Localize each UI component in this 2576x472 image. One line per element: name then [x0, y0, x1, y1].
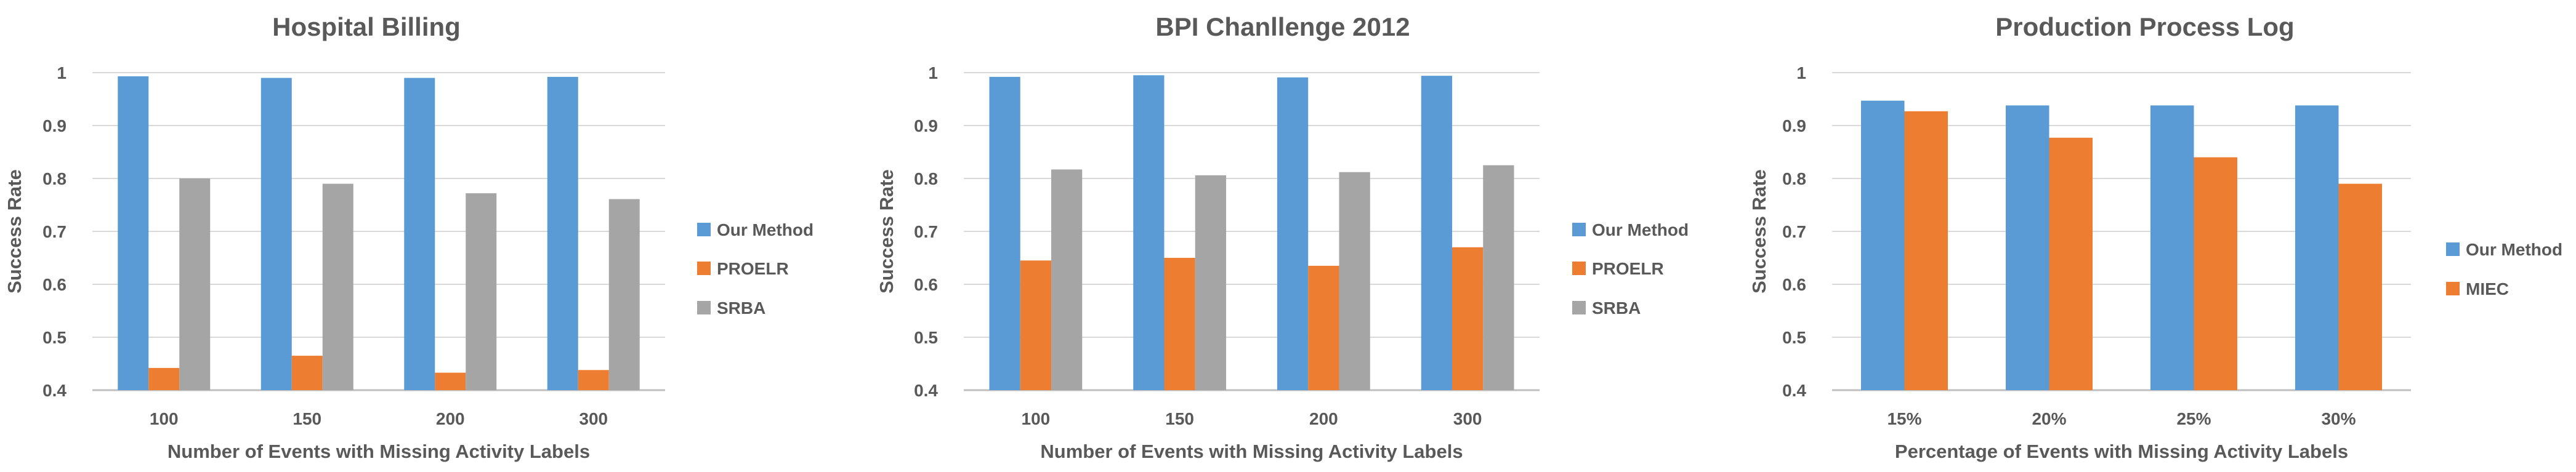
x-tick-label: 30% [2321, 409, 2356, 428]
legend-entry: MIEC [2466, 279, 2509, 298]
legend-swatch [1572, 223, 1586, 236]
chart-production-process-log: Production Process Log 0.4 0.5 0.6 0.7 0.8 0.9… [1748, 12, 2562, 462]
y-tick-label: 0.7 [914, 222, 938, 241]
bar [1051, 169, 1083, 390]
legend-entry: Our Method [2466, 240, 2562, 259]
legend-entry: Our Method [1592, 220, 1689, 239]
y-axis-label: Success Rate [876, 169, 897, 294]
legend-swatch [1572, 301, 1586, 314]
bar [2194, 157, 2237, 390]
y-tick-label: 0.6 [1782, 275, 1806, 294]
bar [989, 76, 1020, 390]
bar [260, 78, 292, 390]
legend-entry: PROELR [717, 259, 789, 278]
bar [2338, 183, 2382, 390]
bar [578, 370, 609, 390]
chart-hospital-billing: Hospital Billing 0.4 0.5 0.6 0.7 0.8 0.9 1 100 15… [4, 12, 814, 462]
bar [179, 178, 211, 390]
bar [118, 76, 149, 391]
bar [2006, 105, 2049, 390]
x-axis-label: Number of Events with Missing Activity L… [168, 441, 590, 462]
y-tick-label: 0.9 [914, 116, 938, 135]
bar [322, 183, 353, 390]
legend-swatch [697, 223, 711, 236]
y-tick-label: 0.7 [1782, 222, 1806, 241]
bar [2049, 137, 2093, 390]
y-tick-label: 0.7 [42, 222, 67, 241]
legend-swatch [2446, 282, 2460, 295]
bar [1483, 165, 1514, 390]
x-tick-label: 25% [2176, 409, 2211, 428]
bar [608, 199, 640, 390]
y-tick-label: 0.5 [42, 328, 67, 347]
bar [1308, 265, 1339, 390]
bar [404, 78, 435, 390]
bar [1020, 260, 1052, 390]
x-tick-label: 20% [2032, 409, 2066, 428]
bar [1277, 77, 1309, 391]
bar [435, 372, 466, 390]
bar [1339, 172, 1370, 390]
legend-entry: Our Method [717, 220, 814, 239]
bar [2295, 105, 2339, 390]
y-tick-label: 0.4 [42, 381, 67, 400]
bar [547, 76, 578, 390]
legend-entry: SRBA [717, 298, 765, 318]
bar [291, 356, 323, 390]
x-tick-label: 100 [1022, 409, 1051, 428]
y-tick-label: 0.9 [42, 116, 67, 135]
bar [1164, 258, 1195, 390]
y-axis-label: Success Rate [1748, 169, 1770, 294]
x-tick-label: 200 [436, 409, 465, 428]
bar [1452, 247, 1484, 390]
legend-swatch [697, 301, 711, 314]
y-axis-label: Success Rate [4, 169, 25, 294]
y-tick-label: 0.4 [1782, 381, 1806, 400]
bar [2150, 105, 2194, 390]
y-tick-label: 0.8 [1782, 169, 1806, 188]
y-tick-label: 0.9 [1782, 116, 1806, 135]
bar [1133, 75, 1165, 391]
x-tick-label: 15% [1887, 409, 1921, 428]
x-tick-label: 150 [293, 409, 321, 428]
x-tick-label: 300 [1453, 409, 1482, 428]
x-tick-label: 150 [1165, 409, 1194, 428]
y-tick-label: 1 [928, 63, 938, 82]
y-tick-label: 0.4 [914, 381, 938, 400]
x-tick-label: 300 [579, 409, 608, 428]
y-tick-label: 1 [57, 63, 67, 82]
bar [1861, 100, 1905, 390]
chart-title: Production Process Log [1995, 12, 2294, 41]
bar [1904, 111, 1948, 390]
y-tick-label: 1 [1796, 63, 1806, 82]
y-tick-label: 0.8 [914, 169, 938, 188]
legend-swatch [697, 262, 711, 275]
x-axis-label: Number of Events with Missing Activity L… [1040, 441, 1463, 462]
bar [148, 367, 180, 390]
x-tick-label: 200 [1309, 409, 1338, 428]
chart-title: BPI Chanllenge 2012 [1155, 12, 1410, 41]
y-tick-label: 0.6 [914, 275, 938, 294]
legend-entry: SRBA [1592, 298, 1641, 318]
legend-swatch [2446, 242, 2460, 256]
y-tick-label: 0.5 [914, 328, 938, 347]
bar [1421, 76, 1452, 390]
y-tick-label: 0.6 [42, 275, 67, 294]
legend-entry: PROELR [1592, 259, 1664, 278]
chart-bpi-challenge-2012: BPI Chanllenge 2012 0.4 0.5 0.6 0.7 0.8 0.9 1 10… [876, 12, 1689, 462]
chart-title: Hospital Billing [272, 12, 461, 41]
bar [1195, 175, 1227, 390]
y-tick-label: 0.5 [1782, 328, 1806, 347]
x-axis-label: Percentage of Events with Missing Activi… [1895, 441, 2348, 462]
legend-swatch [1572, 262, 1586, 275]
x-tick-label: 100 [150, 409, 179, 428]
y-tick-label: 0.8 [42, 169, 67, 188]
bar [466, 193, 497, 390]
